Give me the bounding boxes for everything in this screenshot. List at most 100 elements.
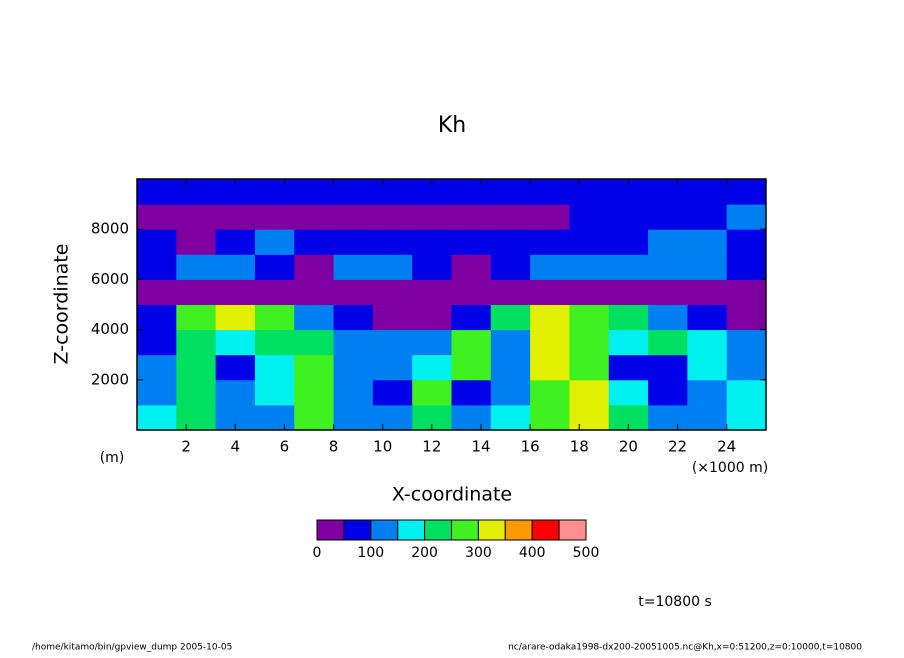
footer-left: /home/kitamo/bin/gpview_dump 2005-10-05 [32, 643, 232, 653]
cell [490, 229, 531, 255]
cell [687, 354, 728, 381]
colorbar-box [397, 519, 426, 541]
cell [294, 404, 335, 431]
cell [451, 179, 492, 205]
cell [254, 204, 295, 230]
cell [451, 204, 492, 230]
cell [687, 404, 728, 431]
cell [372, 404, 413, 431]
cell [569, 354, 610, 381]
cell [451, 304, 492, 331]
cell [372, 354, 413, 381]
cell [254, 354, 295, 381]
colorbar-box [316, 519, 345, 541]
cell [254, 329, 295, 356]
cell [412, 254, 452, 280]
cell [412, 204, 452, 230]
cell [569, 204, 610, 230]
colorbar-box [477, 519, 506, 541]
cell [137, 229, 177, 255]
cell [687, 254, 728, 280]
x-tick-label: 6 [280, 438, 290, 456]
cell [726, 329, 767, 356]
cell [490, 204, 531, 230]
cell [176, 229, 217, 255]
cell [372, 179, 413, 205]
cell [294, 379, 335, 406]
time-label: t=10800 s [638, 594, 712, 610]
cell [333, 204, 374, 230]
cell [176, 254, 217, 280]
cell [137, 304, 177, 331]
cell [372, 279, 413, 305]
cell [137, 179, 177, 205]
cell [294, 329, 335, 356]
x-tick-label: 24 [717, 438, 736, 456]
cell [608, 229, 649, 255]
y-unit: (m) [100, 450, 125, 466]
cell [687, 279, 728, 305]
cell [530, 304, 570, 331]
cell [215, 329, 256, 356]
cell [137, 404, 177, 431]
cell [530, 229, 570, 255]
cell [294, 204, 335, 230]
cell [254, 254, 295, 280]
cell [137, 279, 177, 305]
cell [648, 229, 688, 255]
cell [254, 304, 295, 331]
cell [412, 229, 452, 255]
cell [451, 254, 492, 280]
x-tick-label: 4 [231, 438, 241, 456]
cell [687, 179, 728, 205]
cell [490, 404, 531, 431]
cell [530, 179, 570, 205]
colorbar-tick-label: 500 [573, 545, 600, 561]
cell [648, 304, 688, 331]
x-tick-label: 10 [373, 438, 392, 456]
cell [333, 229, 374, 255]
cell [333, 254, 374, 280]
cell [569, 304, 610, 331]
cell [490, 304, 531, 331]
cell [530, 329, 570, 356]
x-tick-label: 18 [570, 438, 589, 456]
colorbar-tick-label: 300 [465, 545, 492, 561]
cell [648, 404, 688, 431]
cell [530, 404, 570, 431]
colorbar-tick-label: 0 [313, 545, 322, 561]
cell [451, 279, 492, 305]
colorbar-box [504, 519, 533, 541]
cell [726, 304, 767, 331]
cell [294, 304, 335, 331]
cell [372, 254, 413, 280]
cell [608, 204, 649, 230]
cell [726, 179, 767, 205]
x-tick-label: 2 [181, 438, 191, 456]
cell [687, 229, 728, 255]
cell [215, 379, 256, 406]
y-tick-label: 8000 [91, 220, 129, 238]
cell [215, 254, 256, 280]
cell [294, 354, 335, 381]
cell [648, 179, 688, 205]
cell [254, 229, 295, 255]
cell [490, 354, 531, 381]
cell [648, 204, 688, 230]
cell [372, 304, 413, 331]
cell [726, 279, 767, 305]
cell [372, 229, 413, 255]
cell [215, 279, 256, 305]
chart-title: Kh [438, 113, 466, 138]
cell [451, 404, 492, 431]
cell [137, 329, 177, 356]
cell [608, 254, 649, 280]
cell [137, 254, 177, 280]
cell [294, 279, 335, 305]
x-unit: (×1000 m) [692, 460, 768, 476]
cell [176, 204, 217, 230]
cell [530, 354, 570, 381]
cell [294, 179, 335, 205]
cell [451, 379, 492, 406]
